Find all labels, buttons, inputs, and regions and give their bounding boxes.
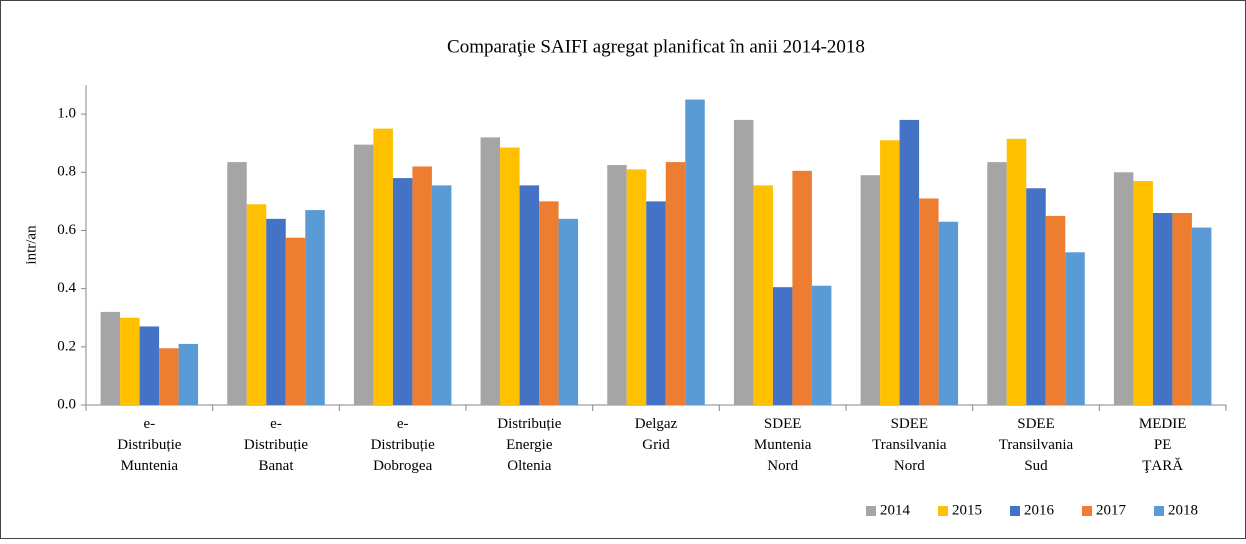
bar (1152, 213, 1173, 405)
bar (938, 221, 959, 405)
y-tick-label: 0.6 (57, 222, 76, 238)
bar (500, 147, 520, 405)
bar (919, 198, 939, 405)
bar (665, 162, 686, 405)
bar (1026, 188, 1046, 405)
x-tick-label: SDEE Muntenia Nord (754, 416, 812, 474)
y-tick-label: 0.2 (57, 338, 76, 354)
bar (753, 185, 773, 405)
legend-swatch (1082, 506, 1092, 516)
bar (899, 119, 920, 405)
bar (353, 144, 374, 406)
x-tick-label: SDEE Transilvania Nord (872, 416, 947, 474)
bar (227, 162, 247, 405)
bar (539, 201, 559, 405)
bar (626, 169, 647, 405)
bar (373, 128, 393, 406)
bar (480, 137, 501, 405)
bar (1172, 213, 1192, 405)
x-tick-label: MEDIE PE ŢARĂ (1139, 416, 1187, 474)
y-tick-label: 0.8 (57, 164, 76, 180)
bar (412, 166, 432, 405)
x-tick-label: e-Distribuție Muntenia (117, 416, 182, 474)
bar (100, 311, 121, 405)
bar (266, 218, 286, 405)
legend-swatch (1154, 506, 1164, 516)
bar (811, 285, 832, 405)
bar (987, 162, 1007, 405)
legend-label: 2016 (1024, 502, 1055, 518)
bar (792, 170, 812, 405)
x-tick-label: e-Distribuție Banat (244, 416, 309, 474)
legend-swatch (866, 506, 876, 516)
bar (120, 317, 140, 405)
legend-label: 2015 (952, 502, 982, 518)
bar (392, 178, 413, 405)
legend-swatch (1010, 506, 1020, 516)
legend-label: 2017 (1096, 502, 1127, 518)
bar (880, 140, 900, 406)
bar (246, 204, 267, 405)
bar (178, 343, 199, 405)
bar (558, 218, 579, 405)
legend-swatch (938, 506, 948, 516)
bar (772, 287, 793, 405)
y-axis-label: intr/an (23, 225, 39, 265)
bar (305, 210, 325, 405)
chart-title: Comparaţie SAIFI agregat planificat în a… (447, 36, 865, 57)
bar (519, 185, 540, 405)
x-tick-label: e-Distribuție Dobrogea (371, 416, 436, 474)
legend-label: 2014 (880, 502, 911, 518)
x-tick-label: Distribuție Energie Oltenia (497, 416, 562, 474)
bar (646, 201, 666, 405)
x-tick-label: SDEE Transilvania Sud (999, 416, 1074, 474)
legend-label: 2018 (1168, 502, 1198, 518)
bar (1006, 138, 1027, 405)
bar (1045, 215, 1066, 405)
y-tick-label: 1.0 (57, 106, 76, 122)
bar (685, 99, 705, 405)
x-tick-label: Delgaz Grid (635, 416, 678, 453)
bar (1113, 172, 1134, 405)
bar (1065, 252, 1085, 405)
y-tick-label: 0.4 (57, 280, 76, 296)
bar (1191, 227, 1212, 405)
bar (431, 185, 452, 405)
bar (285, 237, 306, 405)
bar (139, 326, 160, 405)
bar (159, 348, 179, 405)
y-tick-label: 0.0 (57, 396, 76, 412)
bar (860, 175, 881, 405)
bar (733, 119, 754, 405)
bar (1133, 181, 1153, 405)
bar (607, 165, 627, 405)
